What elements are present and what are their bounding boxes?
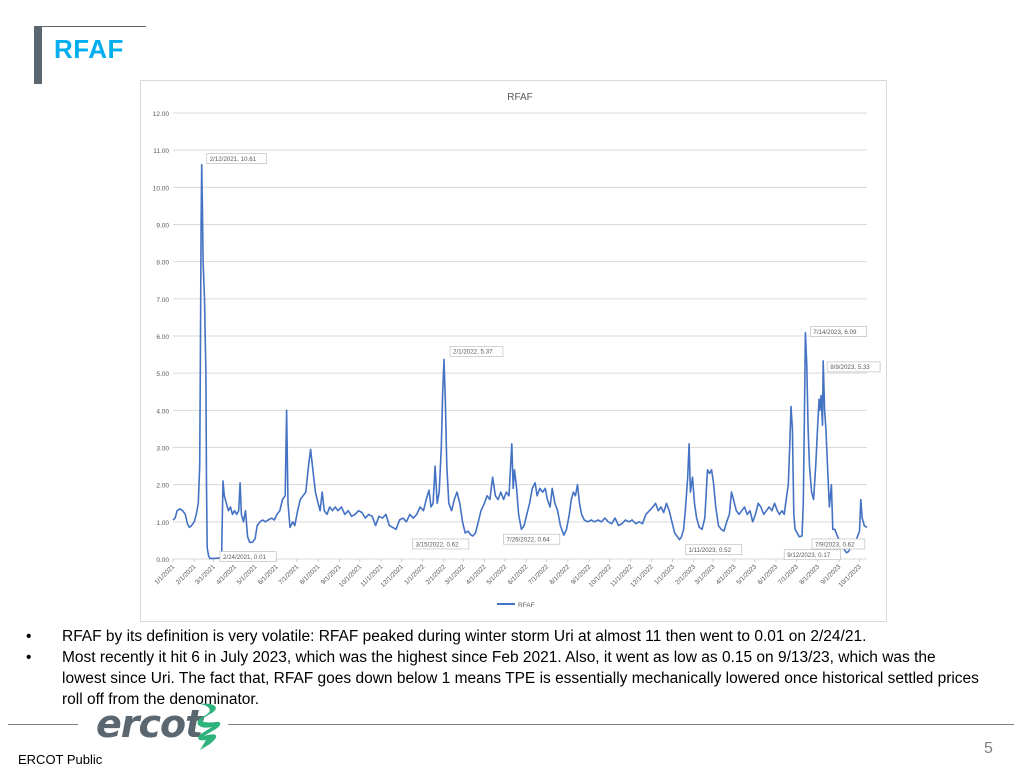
y-tick-label: 3.00 [156, 446, 169, 453]
y-tick-label: 12.00 [153, 111, 170, 118]
bullet-text: Most recently it hit 6 in July 2023, whi… [62, 649, 979, 708]
annotation-box [503, 533, 561, 545]
x-tick-label: 8/1/2021 [299, 563, 322, 586]
bullet-item: • RFAF by its definition is very volatile… [22, 626, 982, 647]
annotation-box [811, 538, 866, 550]
series-line-rfaf [172, 163, 868, 560]
x-tick-label: 6/1/2021 [257, 563, 280, 586]
annotation-box [412, 538, 470, 550]
x-tick-label: 1/1/2023 [653, 563, 676, 586]
slide-title: RFAF [54, 34, 124, 64]
rfaf-line-chart: RFAF 0.00 1.00 2.00 3.00 4.00 5.00 6.00 7.00 8.00… [153, 92, 881, 609]
y-tick-label: 4.00 [156, 408, 169, 415]
y-tick-label: 9.00 [156, 223, 169, 230]
x-tick-label: 4/1/2023 [715, 563, 738, 586]
page-number: 5 [984, 740, 993, 757]
bullet-dot: • [26, 649, 32, 666]
chart-container: RFAF 0.00 1.00 2.00 3.00 4.00 5.00 6.00 7.00 8.00… [140, 80, 887, 622]
y-tick-label: 0.00 [156, 557, 169, 564]
x-tick-label: 7/1/2021 [277, 563, 300, 586]
y-tick-label: 5.00 [156, 371, 169, 378]
bullet-item: • Most recently it hit 6 in July 2023, wh… [22, 647, 982, 710]
footer-divider-left [8, 724, 78, 725]
annotation-box [449, 346, 504, 357]
x-tick-label: 4/1/2021 [215, 563, 238, 586]
bullet-list: • RFAF by its definition is very volatile… [22, 626, 982, 710]
x-tick-label: 10/1/2023 [837, 563, 863, 589]
logo-wordmark: ercot [96, 702, 203, 746]
ercot-logo: ercot [96, 700, 230, 752]
annotation-box [826, 361, 881, 373]
x-tick-label: 7/1/2022 [527, 563, 550, 586]
x-tick-label: 1/1/2022 [403, 563, 426, 586]
chart-title: RFAF [507, 92, 533, 103]
y-tick-label: 10.00 [153, 185, 170, 192]
annotation-label: 1/11/2023, 0.52 [688, 547, 731, 554]
title-accent-bar [34, 26, 42, 84]
y-tick-label: 8.00 [156, 260, 169, 267]
x-tick-label: 1/1/2021 [154, 563, 177, 586]
x-tick-label: 5/1/2021 [236, 563, 259, 586]
x-tick-label: 6/1/2023 [757, 563, 780, 586]
annotation-label: 2/12/2021, 10.61 [210, 156, 257, 163]
x-tick-label: 12/1/2021 [380, 563, 406, 589]
x-tick-label: 7/1/2023 [777, 563, 800, 586]
annotation-label: 8/9/2023, 5.33 [830, 364, 870, 371]
annotation-label: 7/9/2023, 0.62 [815, 541, 855, 548]
y-tick-label: 6.00 [156, 334, 169, 341]
bullet-dot: • [26, 628, 32, 645]
bullet-text: RFAF by its definition is very volatile:… [62, 628, 867, 645]
x-tick-label: 8/1/2023 [798, 563, 821, 586]
annotation-label: 9/12/2023, 0.17 [787, 552, 831, 559]
y-tick-label: 2.00 [156, 483, 169, 490]
x-tick-label: 5/1/2023 [735, 563, 758, 586]
annotation-label: 7/14/2023, 6.09 [813, 329, 857, 336]
x-tick-label: 3/1/2021 [194, 563, 217, 586]
annotation-box [810, 326, 868, 338]
annotation-box [685, 544, 743, 556]
x-tick-label: 3/1/2023 [694, 563, 717, 586]
y-tick-label: 1.00 [156, 520, 169, 527]
annotation-label: 2/1/2022, 5.37 [453, 349, 493, 356]
title-accent-line [34, 26, 146, 27]
x-tick-label: 3/1/2022 [444, 563, 467, 586]
x-tick-label: 8/1/2022 [548, 563, 571, 586]
x-tick-label: 12/1/2022 [629, 563, 655, 589]
annotation-box [219, 551, 277, 562]
x-tick-label: 4/1/2022 [465, 563, 488, 586]
footer-label: ERCOT Public [18, 752, 103, 767]
legend-label-rfaf: RFAF [518, 602, 535, 609]
annotation-box [783, 549, 841, 561]
y-tick-label: 11.00 [153, 148, 169, 155]
annotation-label: 2/24/2021, 0.01 [223, 554, 267, 561]
lightning-bolt-icon [197, 703, 221, 750]
x-tick-label: 5/1/2022 [486, 563, 509, 586]
annotation-label: 3/15/2022, 0.62 [416, 541, 460, 548]
footer-divider-right [228, 724, 1014, 725]
annotation-label: 7/26/2022, 0.64 [507, 537, 551, 544]
annotation-box [206, 153, 267, 165]
x-tick-label: 6/1/2022 [507, 563, 530, 586]
y-tick-label: 7.00 [156, 297, 169, 304]
